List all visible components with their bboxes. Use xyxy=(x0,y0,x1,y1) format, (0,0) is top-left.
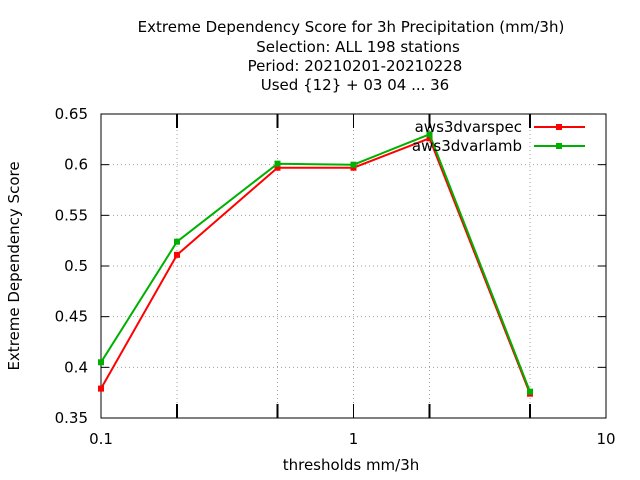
x-tick-label: 0.1 xyxy=(89,430,113,448)
data-point-aws3dvarspec xyxy=(350,164,357,171)
series-lines xyxy=(98,131,533,397)
y-tick-label: 0.6 xyxy=(64,156,88,174)
grid xyxy=(101,114,606,418)
y-tick-label: 0.35 xyxy=(55,409,88,427)
y-tick-label: 0.55 xyxy=(55,206,88,224)
chart-title-line-3: Period: 20210201-20210228 xyxy=(248,57,463,75)
data-point-aws3dvarlamb xyxy=(274,160,281,167)
series-line-aws3dvarspec xyxy=(100,137,531,395)
axis-ticks xyxy=(100,113,607,419)
legend-label-aws3dvarlamb: aws3dvarlamb xyxy=(412,137,522,155)
legend-marker-aws3dvarspec xyxy=(556,124,562,130)
chart-title-line-2: Selection: ALL 198 stations xyxy=(256,38,460,56)
data-point-aws3dvarlamb xyxy=(350,161,357,168)
data-point-aws3dvarspec xyxy=(98,385,104,392)
data-point-aws3dvarspec xyxy=(426,135,433,142)
data-point-aws3dvarlamb xyxy=(174,238,181,245)
legend-label-aws3dvarspec: aws3dvarspec xyxy=(415,118,522,136)
y-axis-label: Extreme Dependency Score xyxy=(5,161,23,370)
data-point-aws3dvarspec xyxy=(274,164,281,171)
chart-title: Extreme Dependency Score for 3h Precipit… xyxy=(138,18,565,94)
x-axis-label: thresholds mm/3h xyxy=(283,456,420,474)
data-point-aws3dvarlamb xyxy=(426,131,433,138)
legend-marker-aws3dvarlamb xyxy=(556,143,562,149)
x-tick-label: 1 xyxy=(349,430,359,448)
data-point-aws3dvarspec xyxy=(174,251,181,258)
chart-title-line-4: Used {12} + 03 04 ... 36 xyxy=(261,76,449,94)
chart-title-line-1: Extreme Dependency Score for 3h Precipit… xyxy=(138,18,565,36)
y-tick-label: 0.65 xyxy=(55,105,88,123)
series-line-aws3dvarlamb xyxy=(100,132,531,393)
y-tick-label: 0.4 xyxy=(64,358,88,376)
y-tick-label: 0.5 xyxy=(64,257,88,275)
data-point-aws3dvarlamb xyxy=(98,359,104,366)
y-tick-label: 0.45 xyxy=(55,308,88,326)
y-tick-labels: 0.35 0.4 0.45 0.5 0.55 0.6 0.65 xyxy=(55,105,88,427)
x-tick-label: 10 xyxy=(596,430,615,448)
data-point-aws3dvarlamb xyxy=(526,388,533,395)
x-tick-labels: 0.1 1 10 xyxy=(89,430,615,448)
